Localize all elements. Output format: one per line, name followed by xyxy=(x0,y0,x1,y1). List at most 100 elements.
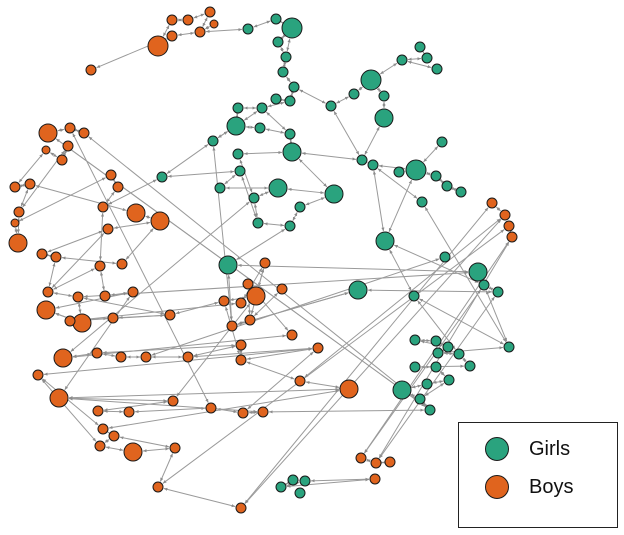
girl-node xyxy=(367,159,379,171)
network-edge xyxy=(496,206,501,212)
boys-swatch xyxy=(485,475,509,499)
network-edge xyxy=(304,218,501,378)
network-edge xyxy=(244,207,489,504)
girl-node xyxy=(393,166,405,178)
girl-node xyxy=(214,182,226,194)
network-edge xyxy=(57,128,65,132)
girl-node xyxy=(277,66,289,78)
boy-node xyxy=(36,248,48,260)
network-edge xyxy=(485,290,508,342)
boy-node xyxy=(182,351,194,363)
boy-node xyxy=(126,203,146,223)
network-edge xyxy=(204,25,210,30)
network-edge xyxy=(289,91,295,97)
boy-node xyxy=(286,329,298,341)
network-edge xyxy=(266,111,286,131)
boy-node xyxy=(209,19,219,29)
girl-node xyxy=(356,154,368,166)
network-edge xyxy=(134,406,206,414)
network-edge xyxy=(20,183,25,188)
boy-node xyxy=(24,178,36,190)
network-edge xyxy=(119,436,170,448)
network-edge xyxy=(299,89,326,104)
girl-node xyxy=(275,481,287,493)
girl-node xyxy=(270,93,282,105)
legend-item-boys: Boys xyxy=(485,475,573,499)
boy-node xyxy=(49,388,69,408)
boy-node xyxy=(503,220,515,232)
network-edge xyxy=(166,144,209,174)
network-edge xyxy=(224,174,236,185)
boy-node xyxy=(194,26,206,38)
boy-node xyxy=(237,407,249,419)
boy-node xyxy=(97,201,109,213)
girl-node xyxy=(252,217,264,229)
boy-node xyxy=(506,231,518,243)
girl-node xyxy=(405,159,427,181)
girl-node xyxy=(414,41,426,53)
girl-node xyxy=(254,122,266,134)
network-edge xyxy=(336,96,349,104)
network-edge xyxy=(286,76,291,83)
boy-node xyxy=(72,313,92,333)
network-edge xyxy=(298,158,328,188)
network-edge xyxy=(202,17,208,27)
network-edge xyxy=(118,313,165,320)
network-edge xyxy=(167,170,235,178)
boy-node xyxy=(53,348,73,368)
network-edge xyxy=(283,480,291,487)
network-edge xyxy=(105,446,124,452)
network-edge xyxy=(366,458,371,463)
boy-node xyxy=(36,300,56,320)
network-edge xyxy=(48,262,56,287)
network-edge xyxy=(259,191,269,197)
girl-node xyxy=(287,474,299,486)
girl-node xyxy=(432,347,444,359)
network-edge xyxy=(74,128,80,133)
network-edge xyxy=(18,153,44,183)
boy-node xyxy=(78,127,90,139)
network-edge xyxy=(108,389,340,430)
girl-node xyxy=(232,148,244,160)
network-edge xyxy=(265,128,285,134)
network-edge xyxy=(268,408,425,414)
girl-node xyxy=(409,361,421,373)
network-edge xyxy=(438,341,446,347)
girl-node xyxy=(325,100,337,112)
network-edge xyxy=(305,380,340,389)
network-edge xyxy=(407,60,432,69)
boy-node xyxy=(218,295,230,307)
boy-node xyxy=(355,452,367,464)
girl-node xyxy=(441,180,453,192)
legend-label-girls: Girls xyxy=(529,437,571,460)
network-edge xyxy=(102,352,116,358)
girl-node xyxy=(468,262,488,282)
network-edge xyxy=(177,31,195,37)
boy-node xyxy=(127,286,139,298)
network-edge xyxy=(287,187,325,195)
network-edge xyxy=(244,219,502,504)
boy-node xyxy=(8,233,28,253)
girl-node xyxy=(272,36,284,48)
boy-node xyxy=(102,223,114,235)
girl-node xyxy=(248,192,260,204)
network-edge xyxy=(163,487,236,508)
network-edge xyxy=(388,179,413,233)
girl-node xyxy=(207,135,219,147)
boy-node xyxy=(182,14,194,26)
boy-node xyxy=(9,181,21,193)
boy-node xyxy=(41,145,51,155)
boy-node xyxy=(235,297,247,309)
boy-node xyxy=(257,406,269,418)
girl-node xyxy=(218,255,238,275)
network-edge xyxy=(212,146,233,321)
network-edge xyxy=(305,197,325,206)
boy-node xyxy=(167,395,179,407)
boy-node xyxy=(235,502,247,514)
network-edge xyxy=(103,409,124,414)
network-edge xyxy=(423,146,439,163)
boy-node xyxy=(150,211,170,231)
girl-node xyxy=(348,280,368,300)
girl-node xyxy=(492,286,504,298)
boy-node xyxy=(312,342,324,354)
